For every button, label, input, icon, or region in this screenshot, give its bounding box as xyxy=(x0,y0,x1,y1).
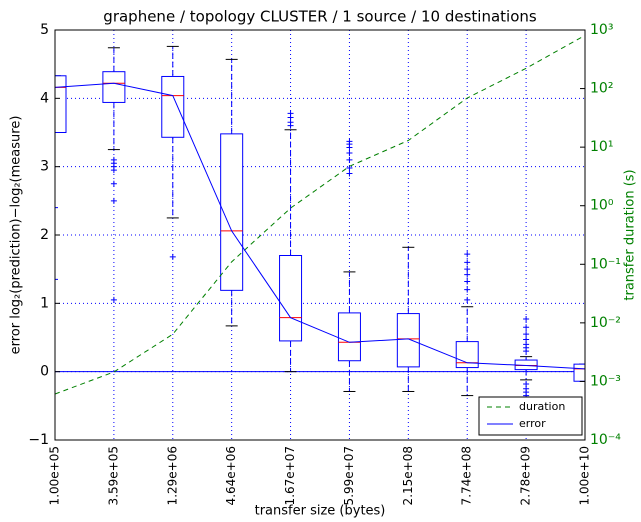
x-tick-label: 2.78e+09 xyxy=(519,446,533,505)
flier xyxy=(110,167,117,174)
flier xyxy=(464,278,471,285)
x-tick-label: 3.59e+05 xyxy=(106,446,120,505)
y2-tick-label: 10² xyxy=(590,81,613,97)
box xyxy=(396,313,420,368)
x-axis-label: transfer size (bytes) xyxy=(255,504,386,519)
flier xyxy=(464,296,471,303)
flier xyxy=(346,170,353,177)
flier xyxy=(55,204,58,211)
y-tick-label: −1 xyxy=(28,432,49,448)
flier xyxy=(464,266,471,273)
box xyxy=(573,363,585,382)
y-tick-label: 2 xyxy=(40,227,49,243)
flier xyxy=(346,156,353,163)
x-tick-label: 4.64e+06 xyxy=(224,446,238,505)
flier xyxy=(464,286,471,293)
flier xyxy=(523,324,530,331)
y-tick-label: 3 xyxy=(40,159,49,175)
y2-tick-label: 10¹ xyxy=(590,139,613,155)
flier xyxy=(464,271,471,278)
flier xyxy=(346,144,353,151)
flier xyxy=(464,259,471,266)
x-tick-label: 1.00e+10 xyxy=(578,446,592,505)
box xyxy=(55,75,67,133)
flier xyxy=(346,150,353,156)
box xyxy=(455,341,479,369)
y2-tick-label: 10⁰ xyxy=(590,198,614,214)
flier xyxy=(55,276,58,283)
box xyxy=(161,75,185,138)
flier xyxy=(110,296,117,303)
box xyxy=(279,255,303,342)
box xyxy=(337,312,361,362)
box xyxy=(102,71,126,103)
y-tick-label: 1 xyxy=(40,295,49,311)
flier xyxy=(110,180,117,187)
x-tick-label: 5.99e+07 xyxy=(342,446,356,505)
flier xyxy=(523,348,530,355)
flier xyxy=(523,316,530,323)
x-tick-label: 1.67e+07 xyxy=(283,446,297,505)
y2-tick-label: 10⁻⁴ xyxy=(590,432,621,448)
flier xyxy=(110,197,117,204)
y2-tick-label: 10⁻² xyxy=(590,315,621,331)
box xyxy=(220,133,244,291)
y2-tick-label: 10³ xyxy=(590,22,613,38)
series-line xyxy=(55,34,585,395)
y-tick-label: 4 xyxy=(40,90,49,106)
x-tick-label: 1.00e+05 xyxy=(48,446,62,505)
x-tick-label: 1.29e+06 xyxy=(165,446,179,505)
y2-axis-label: transfer duration (s) xyxy=(623,169,638,300)
plot-area xyxy=(55,30,585,440)
flier xyxy=(464,251,471,258)
chart-title: graphene / topology CLUSTER / 1 source /… xyxy=(103,8,537,26)
flier xyxy=(287,122,294,129)
x-tick-label: 7.74e+08 xyxy=(460,446,474,505)
legend-label: duration xyxy=(519,400,565,413)
y-tick-label: 0 xyxy=(40,364,49,380)
legend-label: error xyxy=(519,417,546,430)
flier xyxy=(523,331,530,338)
legend-box xyxy=(478,396,583,436)
x-tick-label: 2.15e+08 xyxy=(401,446,415,505)
y2-tick-label: 10⁻¹ xyxy=(590,256,621,272)
y2-tick-label: 10⁻³ xyxy=(590,373,621,389)
y-tick-label: 5 xyxy=(40,22,49,38)
series-line xyxy=(55,82,585,370)
y-axis-label: error log₂(prediction)−log₂(measure) xyxy=(9,116,24,355)
flier xyxy=(169,253,176,260)
